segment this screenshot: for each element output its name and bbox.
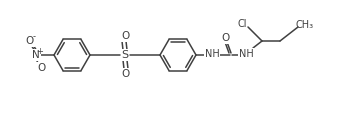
Text: NH: NH — [239, 49, 253, 59]
Text: O: O — [121, 69, 129, 79]
Text: +: + — [36, 46, 43, 55]
Text: O: O — [26, 36, 34, 46]
Text: O: O — [37, 63, 45, 73]
Text: O: O — [221, 33, 229, 43]
Text: CH₃: CH₃ — [296, 20, 314, 30]
Text: S: S — [121, 50, 128, 60]
Text: N: N — [32, 50, 40, 60]
Text: -: - — [32, 33, 36, 42]
Text: NH: NH — [205, 49, 219, 59]
Text: O: O — [121, 31, 129, 41]
Text: Cl: Cl — [237, 19, 247, 29]
